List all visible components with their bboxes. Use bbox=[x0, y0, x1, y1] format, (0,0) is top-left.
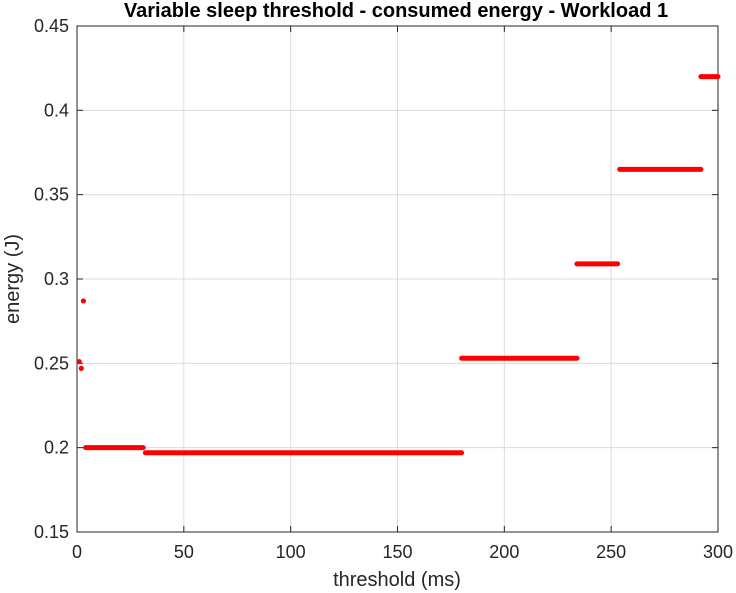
axis-ticks: 0 50 100 150 200 250 300 0.15 0.2 0.25 0.3 0.35 0.4 0… bbox=[34, 16, 733, 562]
data-point bbox=[77, 359, 82, 365]
x-tick-label: 150 bbox=[382, 542, 412, 562]
y-tick-label: 0.45 bbox=[34, 16, 69, 36]
y-tick-label: 0.25 bbox=[34, 353, 69, 373]
y-tick-label: 0.2 bbox=[44, 438, 69, 458]
x-tick-label: 50 bbox=[174, 542, 194, 562]
data-markers bbox=[77, 74, 721, 456]
data-point bbox=[80, 298, 87, 304]
grid-lines bbox=[77, 26, 718, 532]
x-tick-label: 0 bbox=[72, 542, 82, 562]
data-point bbox=[78, 365, 84, 371]
y-axis-label: energy (J) bbox=[2, 234, 24, 324]
x-tick-label: 250 bbox=[596, 542, 626, 562]
y-tick-label: 0.3 bbox=[44, 269, 69, 289]
data-series bbox=[77, 74, 721, 456]
x-tick-label: 100 bbox=[276, 542, 306, 562]
x-tick-label: 200 bbox=[489, 542, 519, 562]
x-axis-label: threshold (ms) bbox=[333, 569, 461, 591]
y-tick-label: 0.15 bbox=[34, 522, 69, 542]
y-tick-label: 0.4 bbox=[44, 100, 69, 120]
x-tick-label: 300 bbox=[703, 542, 733, 562]
y-tick-label: 0.35 bbox=[34, 185, 69, 205]
chart-title: Variable sleep threshold - consumed ener… bbox=[124, 0, 668, 22]
